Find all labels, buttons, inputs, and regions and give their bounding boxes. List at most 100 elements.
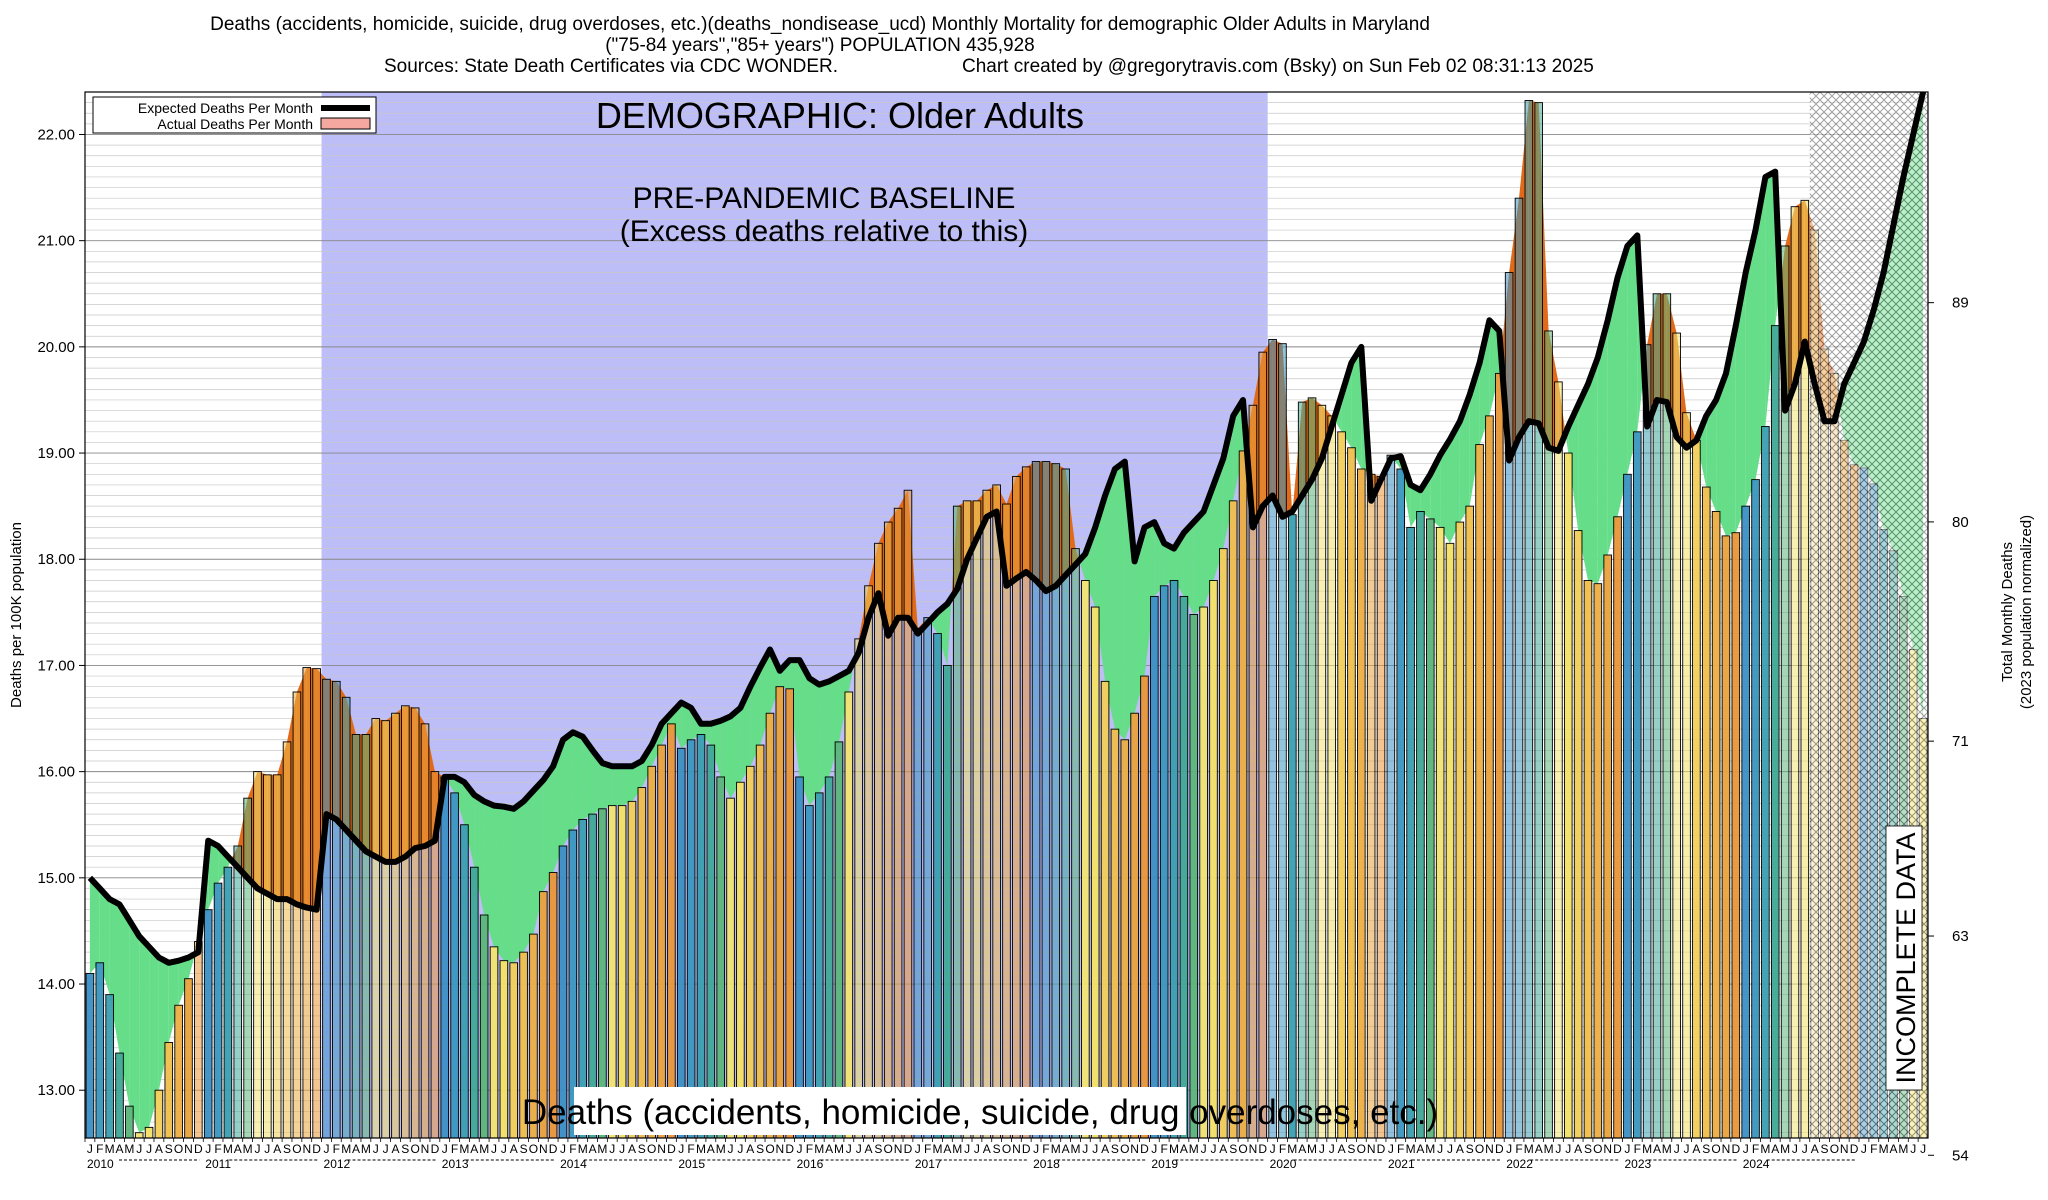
bar — [223, 866, 233, 1138]
bar — [696, 734, 706, 1138]
difference-area — [750, 667, 761, 767]
bar — [1632, 431, 1642, 1138]
x-month-label: F — [1279, 1142, 1286, 1156]
legend: Expected Deaths Per Month Actual Deaths … — [92, 96, 377, 134]
x-month-label: D — [1377, 1142, 1386, 1156]
bar — [1140, 675, 1149, 1138]
x-month-label: J — [1151, 1142, 1157, 1156]
bar — [1790, 206, 1800, 1138]
x-month-label: F — [687, 1142, 694, 1156]
x-month-label: O — [529, 1142, 538, 1156]
bar — [391, 712, 400, 1138]
bar — [1652, 293, 1662, 1138]
bar — [834, 741, 844, 1138]
difference-area — [770, 649, 780, 714]
y2-axis-label-line2: (2023 population normalized) — [2018, 515, 2035, 709]
bar — [1288, 514, 1297, 1138]
x-month-label: F — [214, 1142, 221, 1156]
bar — [1544, 330, 1553, 1138]
bar — [1426, 518, 1435, 1138]
x-month-label: J — [1674, 1142, 1680, 1156]
x-month-label: N — [894, 1142, 903, 1156]
bar — [95, 962, 105, 1138]
x-month-label: J — [1388, 1142, 1394, 1156]
x-month-label: J — [974, 1142, 980, 1156]
baseline-label-1: PRE-PANDEMIC BASELINE — [633, 182, 1016, 215]
bar — [1485, 415, 1494, 1138]
bar — [479, 914, 489, 1138]
x-month-label: F — [1870, 1142, 1877, 1156]
x-month-label: M — [361, 1142, 371, 1156]
x-month-label: A — [707, 1142, 715, 1156]
x-month-label: J — [737, 1142, 743, 1156]
x-month-label: A — [746, 1142, 754, 1156]
y-tick-label: 22.00 — [37, 126, 75, 143]
bar — [627, 800, 637, 1138]
difference-area — [1164, 543, 1174, 586]
bar — [1514, 197, 1524, 1138]
difference-area — [129, 920, 140, 1133]
x-month-label: A — [273, 1142, 281, 1156]
x-month-label: A — [1180, 1142, 1188, 1156]
bar — [1583, 580, 1593, 1138]
x-month-label: S — [1466, 1142, 1474, 1156]
credit-text: Chart created by @gregorytravis.com (Bsk… — [962, 56, 1594, 77]
x-month-label: S — [1347, 1142, 1355, 1156]
x-month-label: A — [510, 1142, 518, 1156]
bar — [263, 774, 272, 1138]
bar — [1100, 680, 1110, 1138]
bar — [440, 776, 450, 1138]
bar — [1406, 526, 1415, 1138]
difference-area — [1410, 484, 1421, 528]
bar — [765, 712, 775, 1138]
bar — [322, 678, 331, 1138]
y2-tick-label: 63 — [1952, 928, 1969, 945]
x-month-label: J — [619, 1142, 625, 1156]
x-month-label: M — [1425, 1142, 1435, 1156]
difference-area — [582, 736, 593, 820]
bar — [667, 723, 676, 1138]
difference-area — [1233, 400, 1243, 501]
x-year-label: 2020 — [1270, 1157, 1297, 1171]
difference-area — [937, 603, 948, 666]
x-month-label: J — [609, 1142, 615, 1156]
x-month-label: O — [1238, 1142, 1247, 1156]
y-tick-label: 18.00 — [37, 551, 75, 568]
x-month-label: J — [1201, 1142, 1207, 1156]
x-month-label: J — [678, 1142, 684, 1156]
x-month-label: J — [1743, 1142, 1749, 1156]
bar — [647, 765, 656, 1138]
x-month-label: M — [814, 1142, 824, 1156]
legend-actual-label: Actual Deaths Per Month — [157, 116, 313, 132]
difference-area — [572, 732, 583, 830]
bar — [805, 805, 814, 1138]
x-month-label: J — [1792, 1142, 1798, 1156]
x-month-label: A — [589, 1142, 597, 1156]
x-month-label: A — [943, 1142, 951, 1156]
x-month-label: M — [1169, 1142, 1179, 1156]
x-month-label: F — [451, 1142, 458, 1156]
difference-area — [1341, 362, 1352, 448]
x-month-label: N — [1130, 1142, 1139, 1156]
x-month-label: J — [1565, 1142, 1571, 1156]
bar — [1701, 486, 1711, 1138]
bar — [509, 962, 519, 1138]
x-month-label: A — [1535, 1142, 1543, 1156]
x-month-label: J — [856, 1142, 862, 1156]
x-month-label: F — [1397, 1142, 1404, 1156]
legend-actual-swatch — [320, 117, 371, 130]
difference-area — [1134, 527, 1145, 714]
x-month-label: S — [1229, 1142, 1237, 1156]
x-year-label: 2013 — [442, 1157, 469, 1171]
difference-area — [1755, 177, 1766, 480]
x-month-label: D — [431, 1142, 440, 1156]
x-month-label: N — [1012, 1142, 1021, 1156]
x-month-label: A — [1811, 1142, 1819, 1156]
difference-area — [947, 597, 952, 666]
x-month-label: J — [383, 1142, 389, 1156]
x-month-label: N — [1603, 1142, 1612, 1156]
x-month-label: J — [1447, 1142, 1453, 1156]
bar — [1455, 521, 1465, 1138]
x-month-label: J — [915, 1142, 921, 1156]
bar — [243, 797, 252, 1138]
